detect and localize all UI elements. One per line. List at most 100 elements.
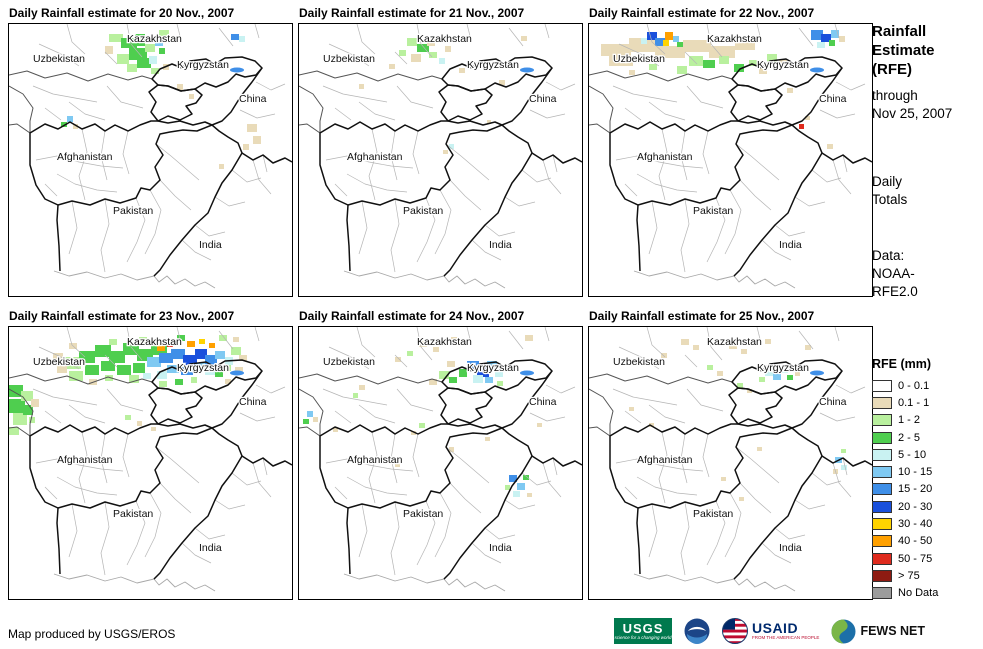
rainfall-patch <box>799 124 804 129</box>
rainfall-patch <box>117 365 131 375</box>
rainfall-patch <box>655 46 685 58</box>
rainfall-patch <box>487 361 497 369</box>
rainfall-patch <box>517 483 525 490</box>
country-label: China <box>239 396 267 408</box>
rainfall-patch <box>235 367 243 373</box>
rainfall-patch <box>167 341 173 347</box>
rainfall-patch <box>459 369 467 377</box>
rainfall-patch <box>781 367 788 373</box>
rainfall-patch <box>411 431 416 435</box>
rainfall-patch <box>485 437 490 441</box>
rainfall-patch <box>747 389 752 393</box>
rainfall-patch <box>157 371 167 379</box>
country-label: Kazakhstan <box>127 33 182 45</box>
rainfall-patch <box>439 371 449 379</box>
rainfall-patch <box>411 54 421 62</box>
rainfall-patch <box>231 347 241 355</box>
country-label: Kyrgyzstan <box>757 362 809 374</box>
rainfall-patch <box>757 447 762 451</box>
rainfall-patch <box>67 116 73 122</box>
rainfall-patch <box>435 36 442 41</box>
rainfall-patch <box>127 64 137 72</box>
rainfall-patch <box>767 54 777 62</box>
rainfall-patch <box>779 60 787 66</box>
rainfall-patch <box>734 64 744 72</box>
country-label: Kazakhstan <box>417 336 472 348</box>
rainfall-patch <box>537 423 542 427</box>
rainfall-patch <box>513 491 520 497</box>
rainfall-patch <box>151 427 156 431</box>
rainfall-patch <box>9 385 23 397</box>
legend-title: RFE (mm) <box>872 357 932 371</box>
noaa-logo <box>684 618 710 644</box>
rainfall-patch <box>399 50 406 56</box>
rainfall-patch <box>313 417 318 422</box>
rainfall-patch <box>239 355 247 361</box>
rainfall-patch <box>655 38 665 46</box>
rainfall-patch <box>219 164 224 169</box>
rainfall-patch <box>795 371 800 376</box>
rainfall-patch <box>663 40 669 46</box>
rainfall-patch <box>485 377 493 383</box>
rainfall-patch <box>749 60 757 66</box>
country-label: Kyrgyzstan <box>467 59 519 71</box>
country-label: China <box>819 396 847 408</box>
legend: RFE (mm) 0 - 0.1 0.1 - 1 1 - 2 2 - 5 5 - 10 1… <box>872 357 980 602</box>
rainfall-patch <box>209 343 215 348</box>
lake-icon <box>520 67 534 73</box>
panel-title: Daily Rainfall estimate for 22 Nov., 200… <box>589 6 815 20</box>
usgs-logo-box: USGS science for a changing world <box>614 618 672 644</box>
country-label: Kazakhstan <box>707 336 762 348</box>
rainfall-patch <box>521 36 527 41</box>
rainfall-map: Kazakhstan Uzbekistan Kyrgyzstan China Afgha… <box>8 23 293 297</box>
rainfall-patch <box>159 353 173 363</box>
country-label: Afghanistan <box>57 151 113 163</box>
rainfall-patch <box>499 80 505 85</box>
rainfall-patch <box>121 38 137 48</box>
country-label: Kazakhstan <box>417 33 472 45</box>
rainfall-patch <box>129 375 139 383</box>
legend-label: 20 - 30 <box>898 500 933 513</box>
rainfall-patch <box>9 399 25 413</box>
rainfall-patch <box>195 349 207 359</box>
rainfall-patch <box>641 38 647 44</box>
rainfall-patch <box>109 339 117 345</box>
rainfall-patch <box>707 365 713 370</box>
rainfall-patch <box>447 361 455 367</box>
usaid-flag-icon <box>722 618 748 644</box>
rainfall-patch <box>717 371 723 376</box>
rainfall-patch <box>729 343 737 349</box>
rainfall-patch <box>449 447 454 452</box>
rainfall-patch <box>53 353 63 361</box>
rainfall-patch <box>233 337 239 342</box>
map-panel: Daily Rainfall estimate for 22 Nov., 200… <box>588 6 873 297</box>
partner-logos: USGS science for a changing world <box>614 616 925 646</box>
rainfall-patch <box>839 36 845 42</box>
fewsnet-globe-icon <box>831 619 856 643</box>
rainfall-patch <box>353 393 358 398</box>
rainfall-patch <box>677 42 683 47</box>
rainfall-patch <box>805 116 810 120</box>
legend-label: > 75 <box>898 569 920 582</box>
rainfall-patch <box>741 349 747 354</box>
daily-totals-label: Daily Totals <box>872 174 908 207</box>
country-label: Pakistan <box>693 205 733 217</box>
rainfall-patch <box>827 144 833 149</box>
legend-swatch <box>872 569 892 582</box>
rainfall-patch <box>629 407 634 411</box>
info-sidebar: Rainfall Estimate (RFE) through Nov 25, … <box>872 22 980 602</box>
legend-item: 10 - 15 <box>872 463 980 480</box>
rainfall-patch <box>151 68 159 74</box>
lake-icon <box>230 67 244 73</box>
rainfall-patch <box>109 34 123 42</box>
rainfall-patch <box>427 38 435 46</box>
rainfall-patch <box>117 54 129 64</box>
rainfall-patch <box>527 493 532 497</box>
country-label: China <box>239 93 267 105</box>
legend-item: No Data <box>872 585 980 602</box>
rainfall-patch <box>525 335 533 341</box>
legend-swatch <box>872 414 892 427</box>
rainfall-patch <box>759 377 765 382</box>
lake-icon <box>520 370 534 376</box>
rainfall-patch <box>191 377 197 383</box>
